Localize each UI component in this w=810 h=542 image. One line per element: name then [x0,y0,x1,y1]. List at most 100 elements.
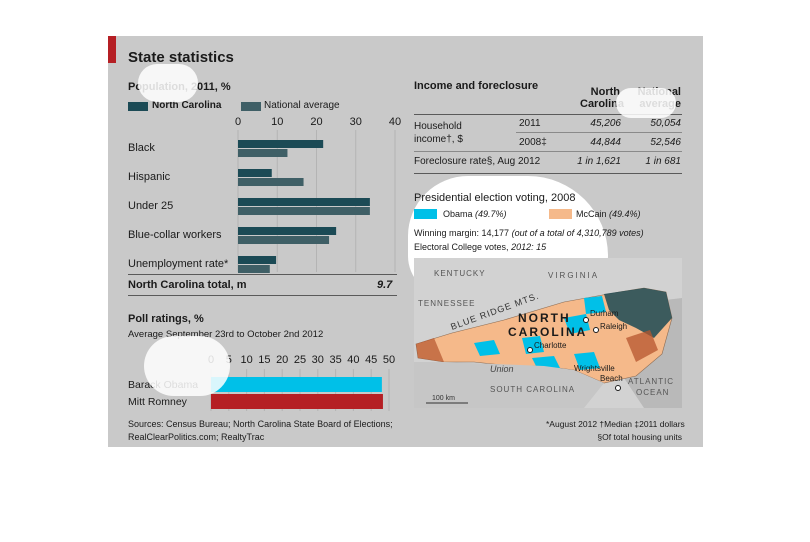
poll-bar-mitt-romney [211,394,383,409]
pop-category-blue-collar-workers: Blue-collar workers [128,229,222,241]
north-carolina-map: KENTUCKY VIRGINIA TENNESSEE BLUE RIDGE M… [414,258,682,408]
population-chart: 0 10 20 30 40 Black Hispanic Under 25 Blue-colla… [128,116,401,273]
poll-tick-label-40: 40 [347,354,359,366]
income-national-2008: 52,546 [650,137,681,148]
income-nc-2011: 45,206 [590,118,621,129]
income-heading: Income and foreclosure [414,80,539,92]
pop-category-hispanic: Hispanic [128,171,171,183]
pop-tick-label-10: 10 [271,116,283,128]
electoral-college-votes: Electoral College votes, 2012: 15 [414,242,547,252]
pop-tick-label-0: 0 [235,116,241,128]
dot-charlotte [527,347,533,353]
label-beach: Beach [600,374,623,383]
label-ocean: OCEAN [636,388,669,397]
legend-swatch-mccain [549,209,572,219]
pop-bar-under-25-national-average [238,207,370,215]
poll-tick-label-35: 35 [329,354,341,366]
legend-label-obama: Obama (49.7%) [443,209,507,219]
poll-heading: Poll ratings, % [128,313,204,325]
income-year-2011: 2011 [519,118,541,129]
pop-bar-hispanic-north-carolina [238,169,272,177]
red-accent-bar [108,36,116,63]
divider-income-foreclosure [414,151,682,152]
label-union: Union [490,364,514,374]
label-kentucky: KENTUCKY [434,269,486,278]
northeast-obama-counties [604,288,672,338]
county-obama-1 [474,340,500,356]
label-durham: Durham [590,309,619,318]
label-virginia: VIRGINIA [548,271,599,280]
south-carolina-shape [414,362,604,408]
pop-category-unemployment-rate: Unemployment rate* [128,258,229,270]
income-nc-2008: 44,844 [590,137,621,148]
pop-category-black: Black [128,142,155,154]
label-carolina: CAROLINA [508,325,587,339]
label-south-carolina: SOUTH CAROLINA [490,385,575,394]
highlight-blob-title [138,64,198,102]
pop-bar-unemployment-rate-national-average [238,265,270,273]
county-obama-4 [584,296,606,314]
footnotes-line-2: §Of total housing units [597,432,682,442]
pop-bar-blue-collar-workers-north-carolina [238,227,337,235]
poll-tick-label-45: 45 [365,354,377,366]
pop-bar-black-north-carolina [238,140,324,148]
population-total-label: North Carolina total, m [128,279,247,291]
divider-income-header [414,114,682,115]
poll-tick-label-30: 30 [312,354,324,366]
county-mccain-coastal [626,330,658,362]
income-col-north-carolina: North Carolina [580,86,625,110]
legend-swatch-national-average [241,102,261,111]
poll-tick-label-15: 15 [258,354,270,366]
legend-swatch-obama [414,209,437,219]
label-north: NORTH [518,311,571,325]
county-mccain-west [416,338,444,362]
label-atlantic: ATLANTIC [628,377,674,386]
label-raleigh: Raleigh [600,322,627,331]
income-national-2011: 50,054 [650,118,681,129]
poll-bar-barack-obama [211,377,382,392]
infographic-card: State statistics Population, 2011, % Nor… [108,36,703,447]
poll-tick-label-10: 10 [240,354,252,366]
sources-line-2: RealClearPolitics.com; RealtyTrac [128,432,265,442]
population-total-value: 9.7 [377,279,393,291]
page-title: State statistics [128,49,234,66]
poll-tick-label-50: 50 [383,354,395,366]
divider-population-total [128,274,397,275]
dot-raleigh [593,327,599,333]
foreclosure-label: Foreclosure rate§, Aug 2012 [414,156,541,167]
footnotes-line-1: *August 2012 †Median ‡2011 dollars [546,419,685,429]
pop-tick-label-30: 30 [350,116,362,128]
poll-tick-label-20: 20 [276,354,288,366]
divider-population-bottom [128,295,397,296]
pop-bar-black-national-average [238,149,288,157]
income-row-label-line-2: income†, $ [414,134,463,145]
county-obama-6 [574,352,600,370]
legend-swatch-north-carolina [128,102,148,111]
label-wrightsville: Wrightsville [574,364,615,373]
sources-line-1: Sources: Census Bureau; North Carolina S… [128,419,393,429]
legend-label-north-carolina: North Carolina [152,100,222,111]
highlight-blob-income [616,88,676,118]
pop-bar-unemployment-rate-north-carolina [238,256,277,264]
poll-subheading: Average September 23rd to October 2nd 20… [128,329,324,340]
legend-label-national-average: National average [264,100,340,111]
election-heading: Presidential election voting, 2008 [414,192,576,204]
divider-income-bottom [414,173,682,174]
foreclosure-nc: 1 in 1,621 [577,156,621,167]
pop-bar-hispanic-national-average [238,178,304,186]
label-charlotte: Charlotte [534,341,567,350]
winning-margin: Winning margin: 14,177 (out of a total o… [414,228,644,238]
pop-category-under-25: Under 25 [128,200,173,212]
pop-tick-label-20: 20 [310,116,322,128]
north-carolina-shape [415,287,673,384]
poll-tick-label-25: 25 [294,354,306,366]
income-row-label-line-1: Household [414,121,462,132]
legend-label-mccain: McCain (49.4%) [576,209,641,219]
dot-wrightsville [615,385,621,391]
poll-category-mitt-romney: Mitt Romney [128,396,188,408]
income-year-2008: 2008‡ [519,137,547,148]
highlight-blob-poll [144,336,230,396]
pop-tick-label-40: 40 [389,116,401,128]
pop-bar-under-25-north-carolina [238,198,370,206]
divider-income-year [516,132,682,133]
